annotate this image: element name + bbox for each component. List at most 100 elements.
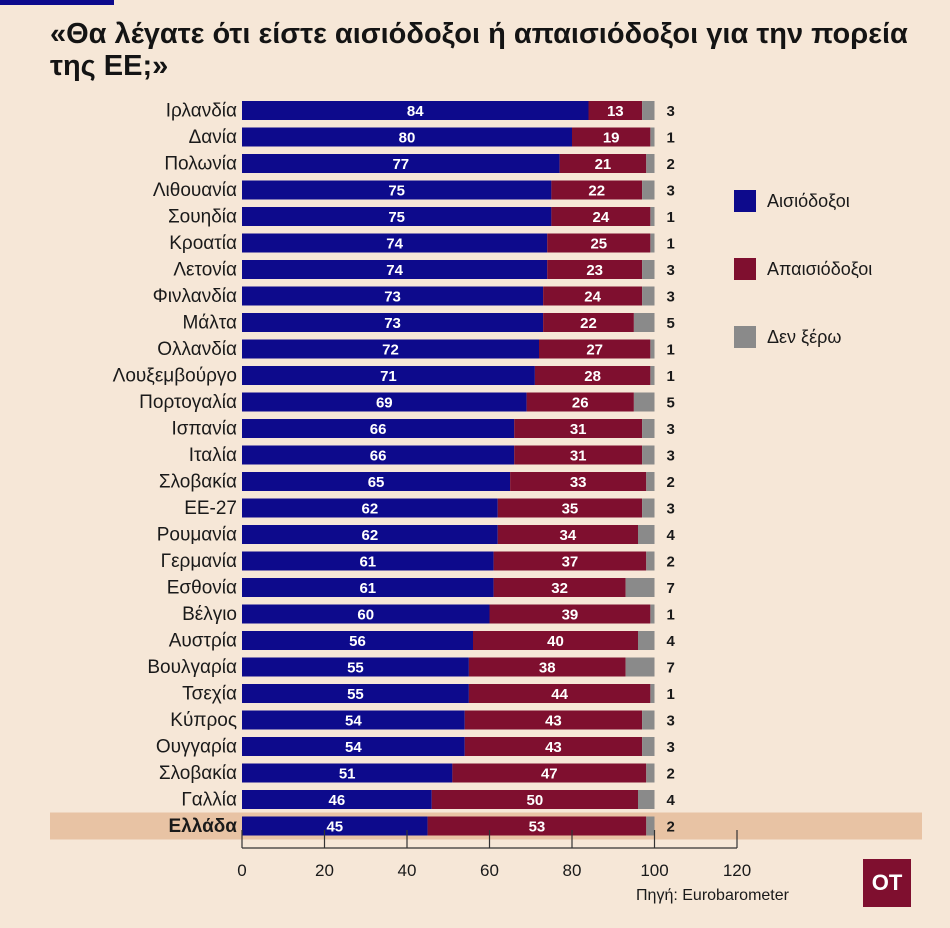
category-label: Ρουμανία: [157, 525, 237, 546]
category-label: Ιταλία: [189, 445, 237, 466]
category-label: Κροατία: [169, 233, 237, 254]
category-label: Ουγγαρία: [156, 737, 237, 758]
data-label: 46: [329, 792, 346, 809]
data-label: 71: [380, 368, 397, 385]
data-label: 3: [667, 289, 675, 306]
bar-segment: [646, 763, 655, 783]
x-tick-label: 100: [640, 861, 668, 880]
data-label: 73: [384, 289, 401, 306]
data-label: 69: [376, 395, 393, 412]
data-label: 47: [541, 766, 558, 783]
bar-segment: [468, 684, 651, 703]
data-label: 3: [667, 183, 675, 200]
data-label: 62: [362, 501, 379, 518]
data-label: 44: [551, 686, 568, 703]
ot-logo: OT: [863, 859, 911, 907]
data-label: 5: [667, 395, 675, 412]
bar-segment: [242, 154, 560, 173]
data-label: 1: [667, 130, 675, 147]
bar-segment: [642, 180, 655, 200]
bar-segment: [642, 737, 655, 756]
data-label: 74: [386, 262, 403, 279]
x-tick-label: 120: [723, 861, 751, 880]
data-label: 61: [359, 554, 376, 571]
bar-segment: [473, 631, 638, 650]
data-label: 35: [562, 501, 579, 518]
bar-segment: [242, 790, 432, 809]
data-label: 24: [584, 289, 601, 306]
data-label: 56: [349, 633, 366, 650]
bar-segment: [526, 392, 634, 412]
data-label: 2: [667, 819, 675, 836]
data-label: 54: [345, 739, 362, 756]
category-label: Φινλανδία: [153, 286, 237, 307]
source-note: Πηγή: Eurobarometer: [636, 887, 789, 904]
category-label: Σλοβακία: [159, 472, 237, 493]
data-label: 62: [362, 527, 379, 544]
bar-segment: [633, 392, 655, 412]
category-label: Ιρλανδία: [166, 101, 237, 122]
data-label: 25: [590, 236, 607, 253]
bar-segment: [514, 419, 643, 438]
data-label: 4: [667, 527, 676, 544]
data-label: 3: [667, 448, 675, 465]
bar-segment: [642, 286, 655, 306]
category-label: Ισπανία: [171, 419, 237, 440]
data-label: 75: [388, 209, 405, 226]
bar-segment: [588, 101, 643, 120]
category-label: Κύπρος: [170, 710, 237, 731]
bar-segment: [650, 604, 655, 624]
data-label: 1: [667, 236, 675, 253]
chart-title: «Θα λέγατε ότι είστε αισιόδοξοι ή απαισι…: [50, 18, 908, 82]
data-label: 51: [339, 766, 356, 783]
bar-segment: [427, 816, 647, 836]
bar-segment: [452, 763, 647, 783]
category-label: Λουξεμβούργο: [113, 366, 237, 387]
data-label: 40: [547, 633, 564, 650]
bar-segment: [646, 154, 655, 173]
bar-segment: [559, 154, 647, 173]
bar-segment: [242, 339, 539, 359]
x-tick-label: 20: [315, 861, 334, 880]
bar-segment: [551, 180, 643, 200]
bar-segment: [493, 551, 647, 571]
data-label: 72: [382, 342, 399, 359]
bar-segment: [464, 710, 643, 730]
data-label: 73: [384, 315, 401, 332]
x-tick-label: 80: [563, 861, 582, 880]
bar-segment: [650, 366, 655, 385]
bar-segment: [547, 233, 651, 253]
bar-segment: [242, 684, 469, 703]
bar-segment: [543, 286, 643, 306]
bar-segment: [242, 233, 548, 253]
bar-segment: [572, 127, 651, 147]
data-label: 54: [345, 713, 362, 730]
category-label: Γερμανία: [161, 551, 237, 572]
bar-segment: [242, 260, 548, 279]
data-label: 50: [527, 792, 544, 809]
data-label: 3: [667, 739, 675, 756]
data-label: 1: [667, 209, 675, 226]
data-label: 31: [570, 421, 587, 438]
bar-segment: [625, 657, 655, 677]
bar-segment: [464, 737, 643, 756]
bar-segment: [547, 260, 643, 279]
bar-segment: [242, 816, 428, 836]
data-label: 2: [667, 474, 675, 491]
data-label: 4: [667, 792, 676, 809]
data-label: 26: [572, 395, 589, 412]
x-tick-label: 60: [480, 861, 499, 880]
category-label: Λετονία: [173, 260, 237, 281]
bar-segment: [646, 816, 655, 836]
category-label: Σλοβακία: [159, 763, 237, 784]
bar-segment: [242, 710, 465, 730]
data-label: 2: [667, 156, 675, 173]
data-label: 3: [667, 103, 675, 120]
x-tick-label: 40: [398, 861, 417, 880]
bar-segment: [242, 604, 490, 624]
bar-segment: [650, 127, 655, 147]
bar-segment: [642, 445, 655, 465]
bar-segment: [510, 472, 647, 491]
bar-segment: [242, 101, 589, 120]
bar-segment: [650, 684, 655, 703]
